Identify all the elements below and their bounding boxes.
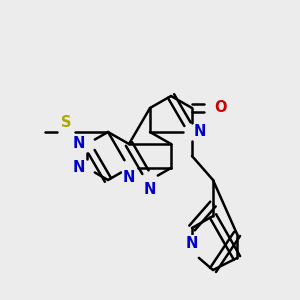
Text: O: O <box>214 100 227 116</box>
Text: N: N <box>194 124 206 140</box>
Text: N: N <box>186 236 198 250</box>
Text: N: N <box>123 169 135 184</box>
Text: N: N <box>73 136 86 152</box>
Text: N: N <box>144 182 156 196</box>
Text: N: N <box>73 160 86 175</box>
Text: S: S <box>61 116 71 130</box>
